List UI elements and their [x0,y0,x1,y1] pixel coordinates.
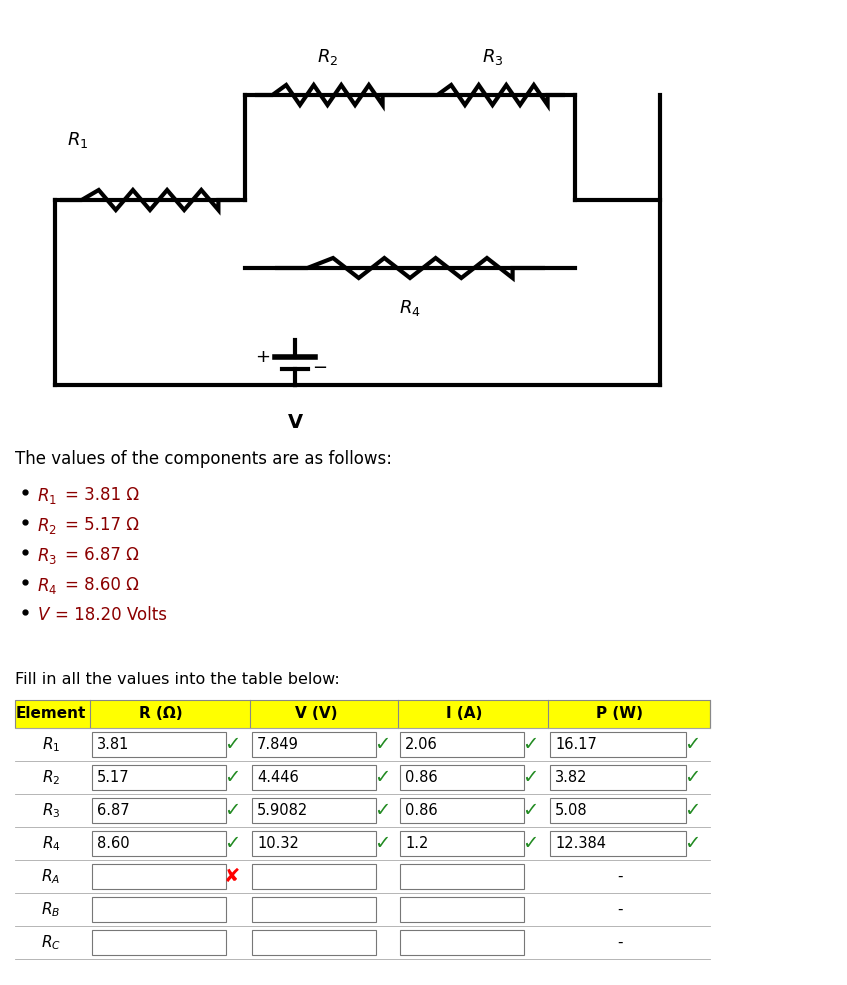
FancyBboxPatch shape [550,798,686,823]
Text: ✓: ✓ [224,735,241,754]
Text: 12.384: 12.384 [555,836,606,851]
Text: 6.87: 6.87 [97,803,130,818]
Text: $R_4$: $R_4$ [399,298,421,318]
Text: ✓: ✓ [224,768,241,787]
Text: ✓: ✓ [684,735,700,754]
Text: $R_{4}$: $R_{4}$ [42,834,60,853]
FancyBboxPatch shape [400,732,524,757]
FancyBboxPatch shape [92,930,226,955]
Text: $\mathit{R}_{2}$: $\mathit{R}_{2}$ [37,516,57,536]
Text: 2.06: 2.06 [405,737,438,752]
Text: R (Ω): R (Ω) [139,706,183,721]
Text: 16.17: 16.17 [555,737,597,752]
FancyBboxPatch shape [400,798,524,823]
Text: ✓: ✓ [684,768,700,787]
Text: = 5.17 Ω: = 5.17 Ω [65,516,139,534]
Text: 1.2: 1.2 [405,836,429,851]
Text: −: − [313,360,328,377]
Text: 5.08: 5.08 [555,803,588,818]
Text: P (W): P (W) [596,706,644,721]
FancyBboxPatch shape [252,897,376,922]
Text: $R_2$: $R_2$ [317,47,338,67]
Text: V (V): V (V) [295,706,337,721]
FancyBboxPatch shape [252,930,376,955]
FancyBboxPatch shape [252,864,376,889]
FancyBboxPatch shape [550,831,686,856]
Text: 0.86: 0.86 [405,803,438,818]
Text: $R_{3}$: $R_{3}$ [42,801,60,820]
Text: I (A): I (A) [446,706,482,721]
FancyBboxPatch shape [252,765,376,790]
FancyBboxPatch shape [15,700,710,728]
Text: 5.17: 5.17 [97,770,130,785]
Text: ✓: ✓ [522,834,538,853]
Text: $\mathit{V}$: $\mathit{V}$ [37,606,52,624]
FancyBboxPatch shape [252,732,376,757]
Text: ✓: ✓ [684,834,700,853]
Text: ✓: ✓ [374,768,390,787]
Text: $\mathit{R}_{1}$: $\mathit{R}_{1}$ [37,486,57,506]
Text: -: - [617,869,623,884]
Text: ✓: ✓ [684,801,700,820]
Text: The values of the components are as follows:: The values of the components are as foll… [15,450,392,468]
Text: ✘: ✘ [224,867,241,886]
FancyBboxPatch shape [92,798,226,823]
FancyBboxPatch shape [92,765,226,790]
Text: Element: Element [16,706,86,721]
Text: ✓: ✓ [374,834,390,853]
FancyBboxPatch shape [550,765,686,790]
Text: = 18.20 Volts: = 18.20 Volts [55,606,167,624]
Text: ✓: ✓ [374,735,390,754]
Text: $R_{1}$: $R_{1}$ [42,735,60,754]
Text: $R_3$: $R_3$ [482,47,503,67]
Text: V: V [287,413,302,432]
Text: ✓: ✓ [224,834,241,853]
Text: Fill in all the values into the table below:: Fill in all the values into the table be… [15,672,340,687]
Text: = 8.60 Ω: = 8.60 Ω [65,576,139,594]
Text: 4.446: 4.446 [257,770,299,785]
FancyBboxPatch shape [400,831,524,856]
Text: ✓: ✓ [224,801,241,820]
Text: 0.86: 0.86 [405,770,438,785]
Text: ✓: ✓ [522,801,538,820]
Text: 8.60: 8.60 [97,836,130,851]
FancyBboxPatch shape [92,732,226,757]
FancyBboxPatch shape [252,831,376,856]
Text: ✓: ✓ [374,801,390,820]
FancyBboxPatch shape [92,864,226,889]
Text: 7.849: 7.849 [257,737,299,752]
Text: +: + [256,348,270,365]
Text: -: - [617,935,623,950]
Text: $R_{2}$: $R_{2}$ [42,768,60,787]
Text: $R_1$: $R_1$ [67,130,88,150]
FancyBboxPatch shape [400,930,524,955]
Text: = 3.81 Ω: = 3.81 Ω [65,486,139,504]
Text: 3.82: 3.82 [555,770,588,785]
Text: $\mathit{R}_{3}$: $\mathit{R}_{3}$ [37,546,57,566]
Text: $R_{B}$: $R_{B}$ [42,900,61,919]
Text: $R_{A}$: $R_{A}$ [42,867,61,886]
FancyBboxPatch shape [92,831,226,856]
FancyBboxPatch shape [252,798,376,823]
Text: 10.32: 10.32 [257,836,299,851]
FancyBboxPatch shape [92,897,226,922]
Text: ✓: ✓ [522,735,538,754]
Text: -: - [617,902,623,917]
FancyBboxPatch shape [400,864,524,889]
FancyBboxPatch shape [400,897,524,922]
Text: ✓: ✓ [522,768,538,787]
Text: $\mathit{R}_{4}$: $\mathit{R}_{4}$ [37,576,58,596]
Text: 5.9082: 5.9082 [257,803,308,818]
FancyBboxPatch shape [550,732,686,757]
Text: = 6.87 Ω: = 6.87 Ω [65,546,139,564]
Text: 3.81: 3.81 [97,737,130,752]
FancyBboxPatch shape [400,765,524,790]
Text: $R_{C}$: $R_{C}$ [41,933,61,952]
